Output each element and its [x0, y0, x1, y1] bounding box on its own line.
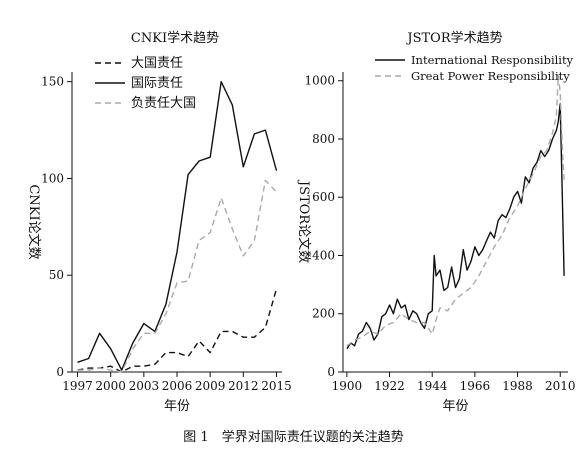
chart2-x-tick-label: 1988	[502, 379, 533, 393]
chart1-series-line-2	[77, 80, 278, 371]
chart2-y-tick-label: 0	[327, 365, 335, 379]
chart1-x-tick-label: 2015	[261, 379, 292, 393]
chart2-y-tick-label: 600	[312, 190, 335, 204]
chart2-y-tick-label: 800	[312, 132, 335, 146]
chart2-x-tick-label: 1966	[460, 379, 491, 393]
chart1-x-tick-label: 2012	[228, 379, 259, 393]
chart2-x-tick-label: 1900	[332, 379, 363, 393]
chart1-x-tick-label: 2006	[162, 379, 193, 393]
chart1-legend-label-2: 国际责任	[131, 76, 183, 91]
chart2-y-tick-label: 400	[312, 248, 335, 262]
chart2-x-tick-label: 2010	[545, 379, 576, 393]
chart1-x-tick-label: 2003	[129, 379, 160, 393]
chart1-x-tick-label: 1997	[62, 379, 93, 393]
chart2-legend-label-1: International Responsibility	[411, 53, 574, 67]
chart2-title: JSTOR学术趋势	[405, 30, 502, 46]
chart2-y-tick-label: 200	[312, 307, 335, 321]
chart1-legend-label-3: 负责任大国	[131, 96, 196, 111]
chart2-x-axis-label: 年份	[442, 399, 468, 414]
figure-caption: 图 1 学界对国际责任议题的关注趋势	[183, 430, 404, 445]
chart1-y-tick-label: 50	[49, 268, 64, 282]
chart1-x-tick-label: 2009	[195, 379, 226, 393]
chart1-series-line-3	[77, 179, 278, 373]
chart1-x-axis-label: 年份	[164, 399, 190, 414]
chart1-y-axis-label: CNKI论文数	[26, 184, 41, 259]
chart2-y-axis-label: JSTOR论文数	[296, 179, 311, 263]
chart1-y-tick-label: 100	[41, 171, 64, 185]
chart1-series-line-1	[77, 288, 278, 373]
chart2-y-tick-label: 1000	[304, 74, 335, 88]
chart2-series-line-1	[346, 103, 565, 350]
chart1-y-tick-label: 0	[56, 365, 64, 379]
chart2-x-tick-label: 1944	[417, 379, 448, 393]
chart2-x-tick-label: 1922	[374, 379, 405, 393]
chart1-y-tick-label: 150	[41, 75, 64, 89]
chart2-legend-label-2: Great Power Responsibility	[411, 69, 570, 83]
chart2-series-line-2	[346, 74, 565, 347]
chart1-title: CNKI学术趋势	[131, 30, 219, 46]
chart1-x-tick-label: 2000	[95, 379, 126, 393]
chart1-legend-label-1: 大国责任	[131, 56, 183, 71]
